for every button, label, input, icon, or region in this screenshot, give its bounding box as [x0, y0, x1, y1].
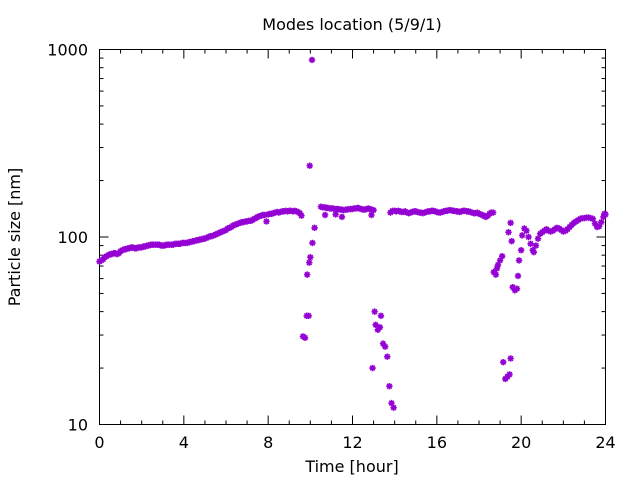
data-point — [379, 340, 387, 347]
data-point — [338, 213, 346, 221]
x-tick-label: 8 — [263, 433, 273, 452]
data-point — [523, 227, 530, 234]
x-tick-label: 24 — [595, 433, 615, 452]
data-points — [96, 56, 609, 411]
data-point — [517, 247, 525, 254]
data-point — [506, 371, 513, 378]
data-point — [490, 268, 497, 276]
data-point — [513, 285, 521, 292]
data-point — [496, 257, 504, 264]
data-point — [306, 259, 313, 266]
data-point — [492, 271, 500, 278]
data-point — [263, 218, 270, 225]
x-axis-label: Time [hour] — [304, 457, 398, 476]
data-point — [598, 218, 605, 226]
data-point — [311, 224, 318, 231]
data-point — [306, 162, 313, 169]
y-axis-label: Particle size [nm] — [5, 168, 24, 307]
data-point — [534, 235, 542, 242]
x-tick-labels: 0 4 8 12 16 20 24 — [94, 433, 615, 452]
data-point — [386, 383, 393, 390]
y-tick-labels: 10 100 1000 — [47, 41, 88, 435]
data-point — [371, 308, 378, 315]
y-tick-label: 1000 — [47, 41, 88, 60]
data-point — [507, 219, 514, 227]
data-point — [388, 399, 395, 407]
data-point — [498, 252, 506, 260]
y-tick-label: 100 — [57, 228, 88, 247]
data-point — [509, 283, 516, 291]
data-point — [261, 211, 268, 219]
data-point — [301, 334, 309, 341]
data-point — [525, 233, 532, 241]
data-point — [532, 242, 540, 249]
data-point — [508, 237, 515, 245]
data-point — [374, 326, 381, 333]
data-point — [376, 324, 384, 331]
data-point — [377, 312, 385, 319]
data-point — [381, 343, 389, 350]
data-point — [601, 210, 608, 217]
data-point — [332, 211, 339, 218]
data-point — [370, 206, 377, 214]
axis-ticks — [99, 49, 606, 425]
data-point — [530, 248, 538, 256]
data-point — [307, 254, 314, 261]
data-point — [507, 355, 514, 362]
data-point — [527, 240, 534, 247]
data-point — [309, 239, 316, 247]
x-tick-label: 12 — [342, 433, 362, 452]
data-point — [384, 353, 391, 360]
data-point — [595, 223, 603, 230]
data-point — [489, 209, 497, 216]
data-point — [303, 271, 311, 278]
data-point — [368, 211, 375, 219]
data-point — [321, 211, 329, 219]
data-point — [514, 272, 522, 280]
data-point — [500, 358, 507, 366]
data-point — [591, 220, 599, 227]
data-point — [372, 321, 379, 329]
y-tick-label: 10 — [68, 416, 88, 435]
data-point — [589, 215, 597, 223]
data-point — [494, 261, 502, 269]
x-tick-label: 0 — [94, 433, 104, 452]
data-point — [298, 212, 305, 219]
data-point — [305, 312, 312, 319]
chart-title: Modes location (5/9/1) — [262, 15, 441, 34]
data-point — [493, 265, 501, 272]
data-point — [505, 229, 512, 236]
data-point — [519, 232, 526, 239]
data-point — [600, 213, 607, 221]
x-tick-label: 4 — [179, 433, 189, 452]
data-point — [515, 257, 523, 264]
data-point — [308, 56, 316, 64]
x-tick-label: 20 — [511, 433, 531, 452]
data-point — [369, 364, 376, 372]
x-tick-label: 16 — [427, 433, 447, 452]
data-point — [390, 404, 397, 411]
